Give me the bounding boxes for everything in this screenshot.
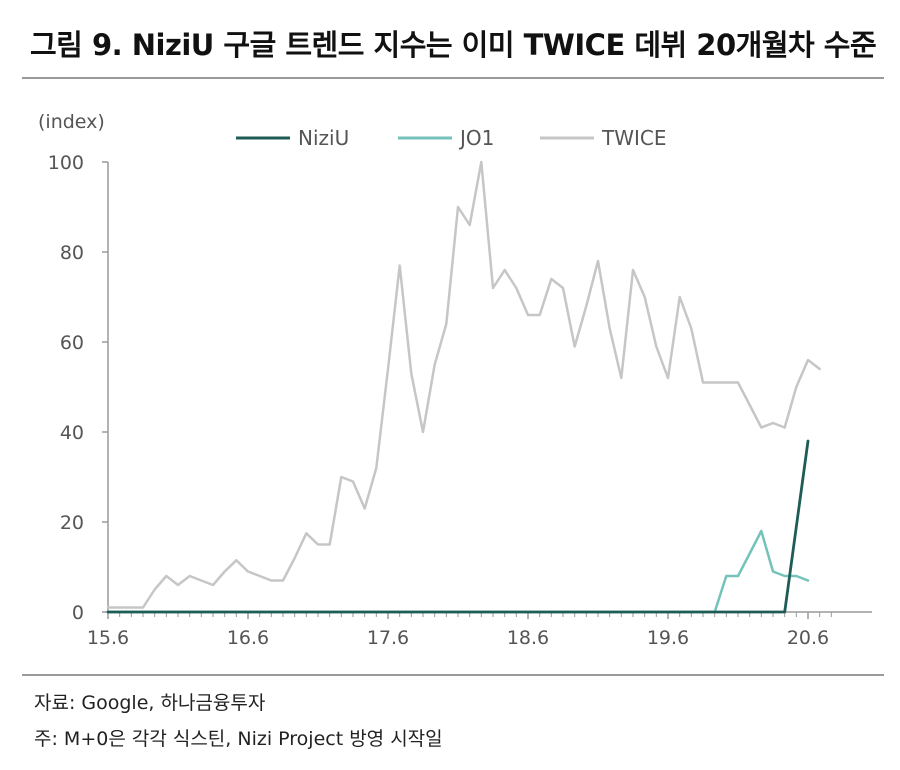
y-axis-unit-label: (index)	[38, 111, 105, 133]
y-tick-label: 100	[48, 152, 84, 174]
title-divider	[22, 77, 884, 79]
legend-item-jo1: JO1	[398, 126, 494, 150]
footer-divider	[22, 674, 884, 676]
footnote: 주: M+0은 각각 식스틴, Nizi Project 방영 시작일	[34, 728, 443, 750]
legend-label: TWICE	[601, 126, 667, 150]
source-note: 자료: Google, 하나금융투자	[34, 692, 266, 714]
figure-title: 그림 9. NiziU 구글 트렌드 지수는 이미 TWICE 데뷔 20개월차…	[30, 28, 877, 62]
x-tick-label: 15.6	[87, 627, 129, 649]
line-chart: (index) 0 20 40 60 80 100 15.6 16.6 17.6 18.6 19.6…	[38, 111, 872, 649]
series-line-niziu	[106, 439, 810, 614]
legend-item-twice: TWICE	[540, 126, 667, 150]
y-tick-label: 40	[60, 422, 84, 444]
footnotes: 자료: Google, 하나금융투자 주: M+0은 각각 식스틴, Nizi …	[34, 685, 443, 757]
x-tick-label: 18.6	[507, 627, 549, 649]
y-tick-label: 60	[60, 332, 84, 354]
x-tick-label: 19.6	[647, 627, 689, 649]
y-tick-label: 0	[72, 602, 84, 624]
legend-item-niziu: NiziU	[236, 126, 349, 150]
x-tick-label: 20.6	[787, 627, 829, 649]
x-tick-label: 16.6	[227, 627, 269, 649]
y-tick-label: 20	[60, 512, 84, 534]
x-tick-label: 17.6	[367, 627, 409, 649]
series-line-twice	[106, 160, 821, 609]
legend-label: JO1	[458, 126, 494, 150]
series-line-jo1	[106, 529, 810, 614]
legend-label: NiziU	[298, 126, 349, 150]
y-tick-label: 80	[60, 242, 84, 264]
